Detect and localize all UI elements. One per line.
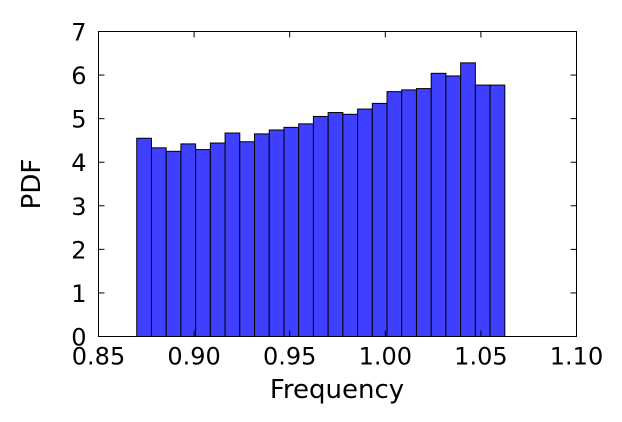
histogram-bar xyxy=(165,150,182,337)
y-tick-label: 3 xyxy=(71,193,86,221)
histogram-bar xyxy=(136,137,152,337)
y-tick-label: 1 xyxy=(71,280,86,308)
y-tick-label: 7 xyxy=(71,19,86,47)
y-tick-label: 2 xyxy=(71,236,86,264)
histogram-bar xyxy=(327,112,344,337)
histogram-bar xyxy=(312,115,329,338)
histogram-bar xyxy=(180,143,197,337)
y-tick-label: 5 xyxy=(71,106,86,134)
histogram-bar xyxy=(283,126,300,337)
y-axis-label: PDF xyxy=(17,159,47,210)
histogram-bar xyxy=(445,75,462,337)
histogram-bar xyxy=(254,133,270,337)
histogram-bar xyxy=(209,142,226,337)
histogram-bar xyxy=(415,88,432,338)
x-axis-label: Frequency xyxy=(270,375,404,405)
histogram-bar xyxy=(371,102,388,338)
histogram-bar xyxy=(298,123,314,337)
y-tick-label: 0 xyxy=(71,324,86,352)
histogram-bar xyxy=(224,132,241,337)
x-tick-label: 0.95 xyxy=(263,343,316,371)
histogram-bars xyxy=(136,62,506,338)
y-tick-label: 4 xyxy=(71,149,86,177)
histogram-bar xyxy=(239,141,256,337)
histogram-bar xyxy=(489,84,506,338)
x-tick-label: 0.85 xyxy=(72,343,125,371)
histogram-bar xyxy=(430,72,447,337)
x-tick-label: 1.10 xyxy=(550,343,603,371)
histogram-bar xyxy=(474,84,491,338)
x-tick-label: 1.00 xyxy=(359,343,412,371)
histogram-bar xyxy=(460,62,476,337)
histogram-bar xyxy=(268,129,285,337)
histogram-bar xyxy=(357,108,373,337)
histogram-bar xyxy=(150,147,167,337)
histogram-bar xyxy=(401,89,417,337)
x-tick-label: 0.90 xyxy=(167,343,220,371)
y-tick-labels: 0 1 2 3 4 5 6 7 xyxy=(71,19,86,352)
histogram-bar xyxy=(342,113,359,337)
x-tick-label: 1.05 xyxy=(454,343,507,371)
histogram-bar xyxy=(195,149,211,337)
histogram-bar xyxy=(386,91,403,337)
y-tick-label: 6 xyxy=(71,62,86,90)
plot-frame xyxy=(98,31,577,337)
x-tick-labels: 0.85 0.90 0.95 1.00 1.05 1.10 xyxy=(72,343,603,371)
